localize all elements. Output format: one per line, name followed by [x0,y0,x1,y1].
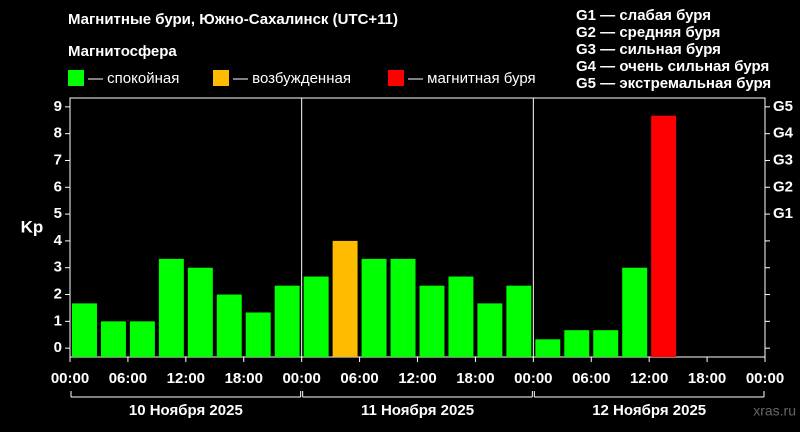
x-tick-label: 00:00 [514,370,552,387]
bar [593,330,619,357]
bar [477,303,503,357]
bar [564,330,590,357]
legend-label: — магнитная буря [408,70,536,87]
x-tick-label: 06:00 [109,370,147,387]
bar [216,294,242,357]
bar [274,285,300,357]
x-tick-label: 06:00 [340,370,378,387]
x-tick-label: 00:00 [51,370,89,387]
storm-scale-item: G1 — слабая буря [576,7,711,24]
x-tick-label: 18:00 [225,370,263,387]
day-label: 11 Ноября 2025 [361,402,474,419]
y2-tick-label: G1 [773,205,793,222]
legend-swatch [388,70,404,86]
bar [448,276,474,357]
bar [100,321,126,357]
x-tick-label: 18:00 [456,370,494,387]
x-tick-label: 12:00 [398,370,436,387]
x-tick-label: 00:00 [282,370,320,387]
y-tick-label: 4 [54,232,63,249]
storm-scale-item: G4 — очень сильная буря [576,58,769,75]
legend-label: — спокойная [88,70,179,87]
chart-subtitle: Магнитосфера [68,43,177,60]
legend-label: — возбужденная [233,70,351,87]
bar [651,115,677,358]
y2-tick-label: G4 [773,125,794,142]
y-axis-label: Kp [21,217,44,236]
bar [303,276,329,357]
x-tick-label: 12:00 [167,370,205,387]
y-tick-label: 1 [54,312,62,329]
bar [361,258,387,357]
storm-scale-item: G5 — экстремальная буря [576,75,771,92]
day-label: 10 Ноября 2025 [129,402,243,419]
y2-tick-label: G5 [773,98,793,115]
watermark: xras.ru [753,403,796,419]
legend-swatch [213,70,229,86]
x-tick-label: 12:00 [630,370,668,387]
x-tick-label: 06:00 [572,370,610,387]
bar [419,285,445,357]
day-label: 12 Ноября 2025 [592,402,706,419]
y-tick-label: 9 [54,98,62,115]
x-tick-label: 18:00 [688,370,726,387]
bar [129,321,155,357]
bar [535,339,561,357]
y2-tick-label: G2 [773,178,793,195]
y-tick-label: 6 [54,178,62,195]
x-tick-label: 00:00 [746,370,784,387]
bar [158,258,184,357]
y-tick-label: 2 [54,285,62,302]
y-tick-label: 3 [54,259,62,276]
storm-scale-item: G2 — средняя буря [576,24,720,41]
y-tick-label: 7 [54,151,62,168]
bar [390,258,416,357]
y-tick-label: 5 [54,205,62,222]
y-tick-label: 0 [54,339,62,356]
bar [187,267,213,357]
legend-swatch [68,70,84,86]
bar [332,240,358,357]
y-tick-label: 8 [54,125,62,142]
bar [245,312,271,357]
storm-scale-item: G3 — сильная буря [576,41,721,58]
bar [72,303,97,357]
bar [622,267,648,357]
chart-title: Магнитные бури, Южно-Сахалинск (UTC+11) [68,11,398,28]
bar [506,285,532,357]
y2-tick-label: G3 [773,151,793,168]
